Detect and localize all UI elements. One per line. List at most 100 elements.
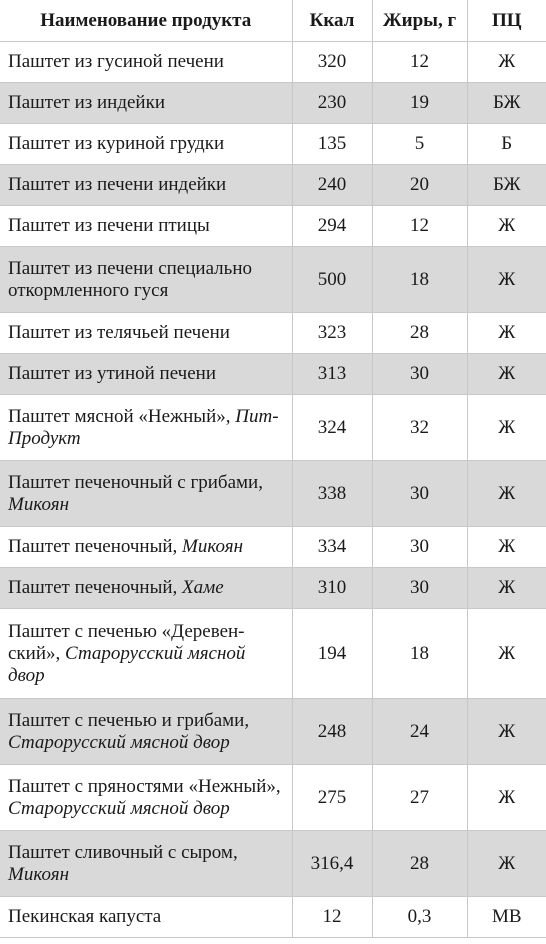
product-maker: Микоян bbox=[8, 863, 69, 885]
product-name: Паштет из печени птицы bbox=[8, 215, 210, 236]
table-row: Паштет из печени индейки 240 20 БЖ bbox=[0, 164, 546, 206]
pc-cell: Ж bbox=[466, 394, 546, 461]
kcal-cell: 294 bbox=[291, 205, 372, 247]
table-body: Паштет из гусиной печени 320 12 Ж Паштет из … bbox=[0, 41, 546, 938]
product-name: Паштет печеночный с грибами, bbox=[8, 471, 263, 493]
fat-cell: 12 bbox=[371, 205, 467, 247]
product-maker: Микоян bbox=[182, 536, 244, 557]
fat-cell: 12 bbox=[371, 41, 467, 83]
product-name: Паштет с пряностями «Нежный», bbox=[8, 775, 281, 797]
product-name: Паштет из телячьей печени bbox=[8, 322, 230, 343]
table-row: Паштет с печенью и грибами, Старорусский… bbox=[0, 698, 546, 765]
kcal-cell: 248 bbox=[291, 698, 372, 765]
product-name: Паштет из печени специально откормленног… bbox=[8, 257, 252, 301]
table-row: Паштет из печени птицы 294 12 Ж bbox=[0, 205, 546, 247]
kcal-cell: 313 bbox=[291, 353, 372, 395]
pc-cell: БЖ bbox=[466, 164, 546, 206]
product-name: Паштет из куриной грудки bbox=[8, 133, 225, 154]
fat-cell: 28 bbox=[371, 830, 467, 897]
pc-cell: Ж bbox=[466, 205, 546, 247]
kcal-cell: 240 bbox=[291, 164, 372, 206]
header-kcal: Ккал bbox=[291, 0, 372, 42]
fat-cell: 5 bbox=[371, 123, 467, 165]
fat-cell: 27 bbox=[371, 764, 467, 831]
pc-cell: Ж bbox=[466, 353, 546, 395]
kcal-cell: 275 bbox=[291, 764, 372, 831]
product-maker: Старорусский мясной двор bbox=[8, 642, 246, 686]
product-name: Паштет с печенью и грибами, bbox=[8, 709, 250, 731]
product-name: Паштет печеночный, bbox=[8, 577, 178, 598]
table-row: Паштет из телячьей печени 323 28 Ж bbox=[0, 312, 546, 354]
product-maker: Старорусский мясной двор bbox=[8, 797, 230, 819]
table-row: Пекинская капуста 12 0,3 МВ bbox=[0, 896, 546, 938]
product-name-cell: Паштет из печени специально откормленног… bbox=[0, 246, 292, 313]
product-name-cell: Паштет из печени птицы bbox=[0, 205, 292, 247]
kcal-cell: 230 bbox=[291, 82, 372, 124]
kcal-cell: 310 bbox=[291, 567, 372, 609]
product-maker: Микоян bbox=[8, 493, 69, 515]
product-name: Паштет печеночный, bbox=[8, 536, 178, 557]
table-row: Паштет из гусиной печени 320 12 Ж bbox=[0, 41, 546, 83]
product-name: Паштет из гусиной печени bbox=[8, 51, 224, 72]
table-row: Паштет с пряностями «Нежный», Старорусск… bbox=[0, 764, 546, 831]
kcal-cell: 194 bbox=[291, 608, 372, 699]
kcal-cell: 316,4 bbox=[291, 830, 372, 897]
fat-cell: 30 bbox=[371, 460, 467, 527]
kcal-cell: 323 bbox=[291, 312, 372, 354]
product-maker: Хаме bbox=[182, 577, 224, 598]
pc-cell: Ж bbox=[466, 698, 546, 765]
pc-cell: Ж bbox=[466, 246, 546, 313]
product-maker: Старорусский мясной двор bbox=[8, 731, 230, 753]
fat-cell: 32 bbox=[371, 394, 467, 461]
fat-cell: 18 bbox=[371, 246, 467, 313]
product-name-cell: Паштет из утиной печени bbox=[0, 353, 292, 395]
table-row: Паштет печеночный с грибами, Микоян 338 30… bbox=[0, 460, 546, 527]
header-row: Наименование продукта Ккал Жиры, г ПЦ bbox=[0, 0, 546, 42]
product-name-cell: Паштет печеночный с грибами, Микоян bbox=[0, 460, 292, 527]
kcal-cell: 320 bbox=[291, 41, 372, 83]
header-name: Наименование продукта bbox=[0, 0, 292, 42]
fat-cell: 30 bbox=[371, 353, 467, 395]
product-name-cell: Паштет с печенью «Деревен-ский», Старору… bbox=[0, 608, 292, 699]
product-name: Паштет из утиной печени bbox=[8, 363, 217, 384]
product-name: Пекинская капуста bbox=[8, 906, 162, 927]
pc-cell: Ж bbox=[466, 567, 546, 609]
product-name-cell: Паштет из гусиной печени bbox=[0, 41, 292, 83]
fat-cell: 28 bbox=[371, 312, 467, 354]
fat-cell: 0,3 bbox=[371, 896, 467, 938]
fat-cell: 30 bbox=[371, 567, 467, 609]
pc-cell: Ж bbox=[466, 312, 546, 354]
product-name-cell: Паштет печеночный, Микоян bbox=[0, 526, 292, 568]
product-name-cell: Паштет с печенью и грибами, Старорусский… bbox=[0, 698, 292, 765]
table-row: Паштет из куриной грудки 135 5 Б bbox=[0, 123, 546, 165]
table-row: Паштет сливочный с сыром, Микоян 316,4 28 Ж bbox=[0, 830, 546, 897]
product-name-cell: Паштет из печени индейки bbox=[0, 164, 292, 206]
table-row: Паштет из печени специально откормленног… bbox=[0, 246, 546, 313]
pc-cell: Ж bbox=[466, 830, 546, 897]
header-pc: ПЦ bbox=[466, 0, 546, 42]
pc-cell: Ж bbox=[466, 526, 546, 568]
product-maker: Пит-Продукт bbox=[8, 405, 279, 449]
kcal-cell: 135 bbox=[291, 123, 372, 165]
table-row: Паштет печеночный, Хаме 310 30 Ж bbox=[0, 567, 546, 609]
pc-cell: БЖ bbox=[466, 82, 546, 124]
fat-cell: 19 bbox=[371, 82, 467, 124]
fat-cell: 20 bbox=[371, 164, 467, 206]
product-name: Паштет из печени индейки bbox=[8, 174, 227, 195]
product-name-cell: Паштет мясной «Нежный», Пит-Продукт bbox=[0, 394, 292, 461]
fat-cell: 30 bbox=[371, 526, 467, 568]
pc-cell: Ж bbox=[466, 41, 546, 83]
product-name-cell: Паштет из индейки bbox=[0, 82, 292, 124]
table-row: Паштет из индейки 230 19 БЖ bbox=[0, 82, 546, 124]
product-name: Паштет мясной «Нежный», bbox=[8, 405, 231, 427]
kcal-cell: 500 bbox=[291, 246, 372, 313]
fat-cell: 24 bbox=[371, 698, 467, 765]
kcal-cell: 334 bbox=[291, 526, 372, 568]
pc-cell: МВ bbox=[466, 896, 546, 938]
product-name-cell: Паштет печеночный, Хаме bbox=[0, 567, 292, 609]
product-name: Паштет сливочный с сыром, bbox=[8, 841, 238, 863]
kcal-cell: 12 bbox=[291, 896, 372, 938]
pc-cell: Ж bbox=[466, 764, 546, 831]
header-fat: Жиры, г bbox=[371, 0, 467, 42]
